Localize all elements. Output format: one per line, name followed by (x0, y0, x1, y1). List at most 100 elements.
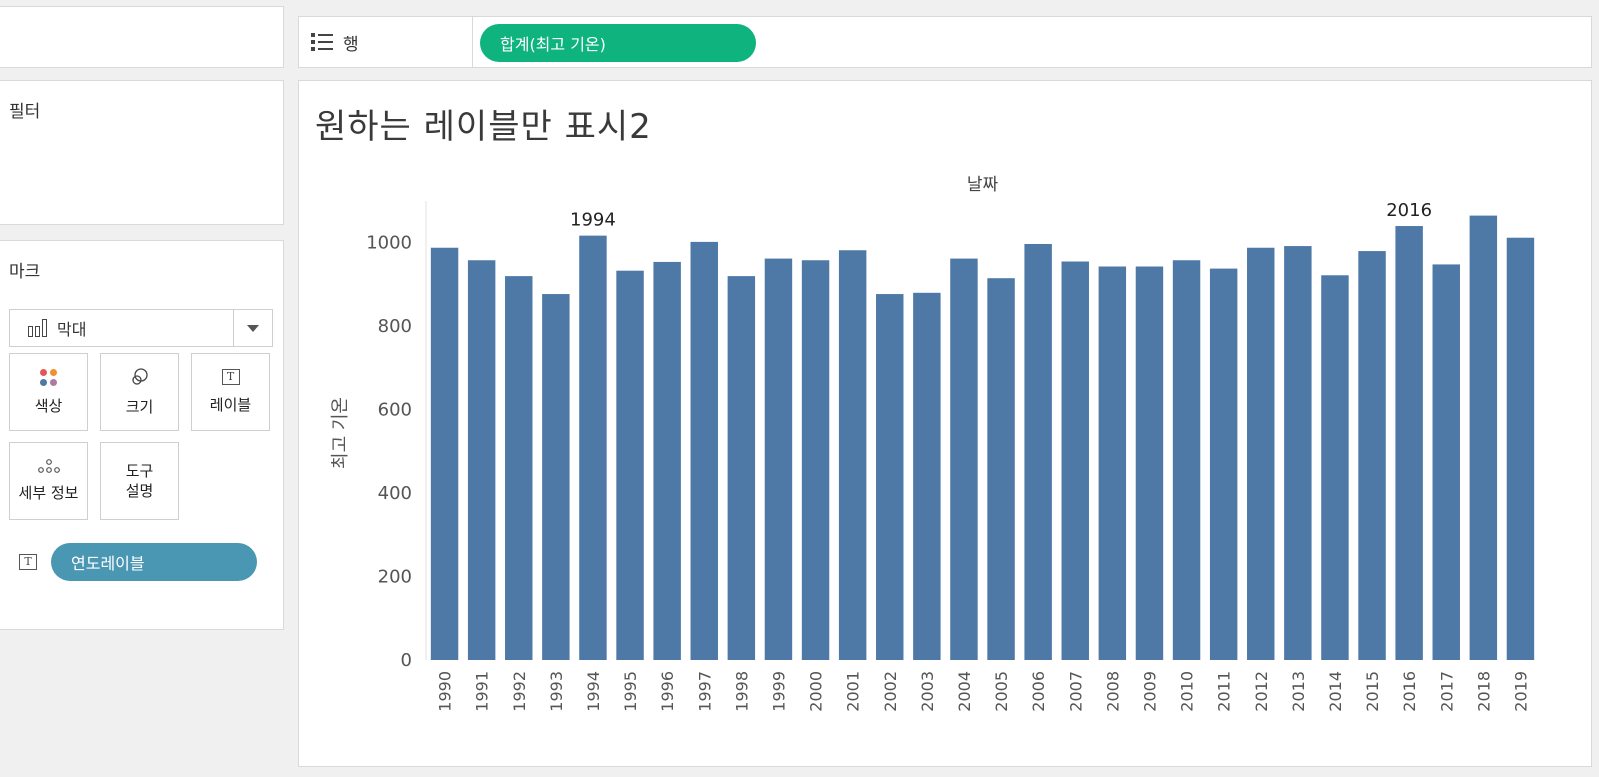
mark-type-value: 막대 (57, 320, 87, 339)
bar (801, 260, 830, 660)
bar (1432, 264, 1460, 660)
data-label: 1994 (570, 210, 616, 231)
x-tick-label: 1991 (473, 671, 492, 712)
y-tick-label: 1000 (366, 233, 412, 254)
bar (838, 250, 867, 661)
x-tick-label: 2018 (1474, 671, 1493, 712)
x-tick-label: 2017 (1437, 671, 1456, 712)
bar (505, 276, 533, 660)
bar (764, 258, 793, 660)
bar (579, 235, 607, 660)
chart-view: 원하는 레이블만 표시2 날짜 0 200 400 600 800 1000 최고 기온 199… (298, 80, 1592, 767)
bar (1135, 266, 1164, 660)
bar (913, 292, 941, 660)
bar (1284, 246, 1312, 660)
bar (1172, 260, 1201, 660)
x-tick-label: 1997 (695, 671, 714, 712)
rows-shelf: 행 합계(최고 기온) (298, 16, 1592, 68)
x-tick-label: 2002 (881, 671, 900, 712)
x-tick-label: 2019 (1511, 671, 1530, 712)
x-tick-label: 1998 (732, 671, 751, 712)
x-tick-label: 2001 (844, 671, 863, 712)
mark-type-dropdown[interactable]: 막대 (9, 309, 273, 347)
label-button-label: 레이블 (209, 396, 252, 414)
x-tick-label: 2013 (1289, 671, 1308, 712)
tooltip-button[interactable]: 도구 설명 (100, 442, 179, 520)
x-tick-label: 2005 (992, 671, 1011, 712)
left-top-panel (0, 6, 284, 68)
x-tick-label: 2012 (1252, 671, 1271, 712)
x-tick-label: 2014 (1326, 671, 1345, 712)
detail-button-label: 세부 정보 (18, 484, 79, 502)
y-tick-label: 800 (378, 316, 412, 337)
x-tick-label: 2007 (1066, 671, 1085, 712)
y-tick-label: 200 (378, 567, 412, 588)
bar (1395, 226, 1423, 660)
column-header: 날짜 (967, 175, 999, 195)
x-tick-label: 2016 (1400, 671, 1419, 712)
bar (1469, 215, 1498, 660)
y-tick-label: 600 (378, 400, 412, 421)
marks-card: 마크 막대 색상 크기 T 레이블 세부 정보 도 (0, 240, 284, 630)
bar (1024, 243, 1052, 660)
rows-shelf-label: 행 (299, 17, 473, 67)
view-title: 원하는 레이블만 표시2 (315, 107, 652, 147)
detail-icon (37, 459, 60, 473)
color-button-label: 색상 (34, 396, 63, 415)
text-icon: T (19, 554, 37, 570)
x-tick-label: 2000 (807, 671, 826, 712)
x-tick-label: 1990 (436, 671, 455, 712)
x-tick-label: 2015 (1363, 671, 1382, 712)
bar (690, 241, 718, 660)
list-icon (311, 33, 333, 51)
bar (653, 261, 681, 660)
bar (1358, 251, 1386, 660)
color-button[interactable]: 색상 (9, 353, 88, 431)
x-tick-label: 1995 (621, 671, 640, 712)
bar (876, 294, 904, 660)
bar-chart: 날짜 0 200 400 600 800 1000 최고 기온 1990 1991 1992 1993… (330, 175, 1535, 712)
bar (1209, 268, 1238, 660)
measure-pill[interactable]: 합계(최고 기온) (480, 24, 756, 62)
bar (430, 247, 459, 660)
bar (616, 270, 644, 660)
x-tick-label: 1993 (547, 671, 566, 712)
y-tick-label: 400 (378, 483, 412, 504)
bar (1321, 275, 1349, 660)
size-button[interactable]: 크기 (100, 353, 179, 431)
bar (987, 278, 1015, 660)
bar (542, 294, 570, 660)
text-icon: T (221, 369, 240, 385)
bar (1506, 237, 1535, 660)
y-axis-title: 최고 기온 (330, 397, 351, 469)
x-tick-label: 1994 (584, 671, 603, 712)
bar (1098, 266, 1127, 660)
bar (467, 260, 496, 660)
x-tick-label: 2003 (918, 671, 937, 712)
x-tick-label: 2006 (1029, 671, 1048, 712)
chevron-down-icon[interactable] (233, 310, 272, 346)
year-label-pill[interactable]: 연도레이블 (51, 543, 257, 581)
data-label: 2016 (1386, 200, 1432, 221)
x-tick-label: 2009 (1140, 671, 1159, 712)
bar-chart-icon (28, 319, 47, 337)
label-button[interactable]: T 레이블 (191, 353, 270, 431)
size-button-label: 크기 (125, 398, 154, 416)
filter-card-title: 필터 (9, 102, 41, 122)
x-tick-label: 1992 (510, 671, 529, 712)
x-tick-label: 2011 (1215, 671, 1234, 712)
bar (1247, 247, 1275, 660)
x-tick-label: 1996 (658, 671, 677, 712)
detail-button[interactable]: 세부 정보 (9, 442, 88, 520)
x-tick-label: 2010 (1178, 671, 1197, 712)
size-icon (131, 368, 148, 385)
x-tick-label: 2004 (955, 671, 974, 712)
marks-card-title: 마크 (9, 262, 41, 282)
rows-shelf-text: 행 (343, 34, 359, 55)
y-tick-label: 0 (401, 650, 412, 671)
x-tick-label: 1999 (769, 671, 788, 712)
bar (950, 258, 978, 660)
filter-card[interactable]: 필터 (0, 80, 284, 225)
tooltip-button-label: 도구 설명 (125, 462, 154, 500)
label-field-row: T 연도레이블 (19, 543, 263, 581)
